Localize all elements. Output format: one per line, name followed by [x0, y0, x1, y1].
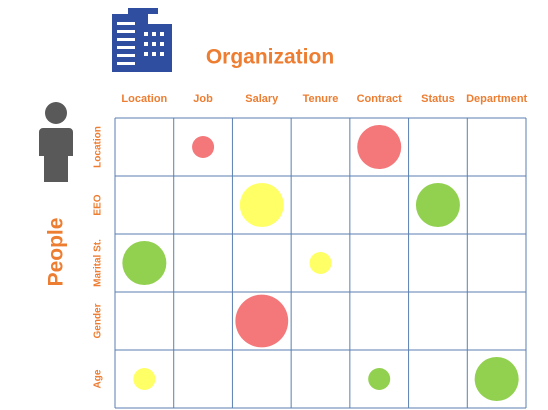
bubble	[357, 125, 402, 169]
bubble	[239, 183, 284, 227]
bubble	[474, 357, 519, 401]
bubble	[368, 368, 391, 390]
x-tick-label: Tenure	[303, 93, 339, 105]
x-tick-label: Salary	[245, 93, 279, 105]
x-tick-label: Status	[421, 93, 455, 105]
bubble	[415, 183, 460, 227]
x-tick-label: Contract	[357, 93, 403, 105]
y-title: People	[45, 218, 68, 287]
y-tick-label: Location	[93, 126, 104, 168]
bubble	[192, 136, 215, 158]
bubble	[133, 368, 156, 390]
bubble	[235, 294, 289, 348]
y-tick-label: Gender	[93, 303, 104, 338]
building-icon	[112, 8, 172, 72]
bubble	[309, 252, 332, 274]
person-icon	[39, 102, 73, 182]
y-tick-label: Marital St.	[93, 239, 104, 287]
x-tick-label: Job	[193, 93, 213, 105]
chart-title: Organization	[206, 46, 334, 69]
bubble	[122, 241, 167, 285]
x-tick-label: Location	[121, 93, 167, 105]
y-tick-label: Age	[93, 369, 104, 388]
x-tick-label: Department	[466, 93, 527, 105]
y-tick-label: EEO	[93, 194, 104, 215]
